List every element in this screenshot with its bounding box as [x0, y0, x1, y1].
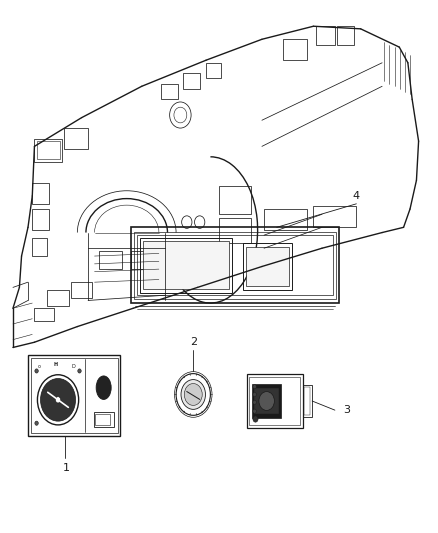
- Bar: [31, 358, 118, 433]
- Bar: [32, 209, 49, 230]
- Bar: [131, 228, 339, 303]
- Bar: [95, 414, 110, 425]
- Text: 3: 3: [343, 405, 350, 415]
- Text: 2: 2: [190, 337, 197, 347]
- Bar: [303, 384, 312, 417]
- Text: D: D: [71, 364, 75, 369]
- Bar: [140, 238, 232, 293]
- Bar: [243, 243, 292, 290]
- Bar: [337, 26, 354, 45]
- Circle shape: [259, 392, 274, 410]
- Bar: [36, 141, 60, 159]
- Bar: [35, 308, 54, 321]
- Bar: [32, 238, 47, 256]
- Bar: [206, 63, 221, 78]
- Circle shape: [56, 397, 60, 403]
- Bar: [99, 251, 123, 269]
- Circle shape: [253, 400, 256, 405]
- Bar: [35, 139, 62, 162]
- Bar: [283, 39, 307, 60]
- Circle shape: [35, 369, 38, 373]
- Bar: [304, 387, 311, 415]
- Bar: [161, 84, 178, 99]
- Bar: [247, 374, 303, 429]
- Bar: [95, 412, 114, 427]
- Circle shape: [253, 384, 256, 389]
- Circle shape: [35, 421, 38, 425]
- Circle shape: [78, 369, 81, 373]
- Bar: [131, 251, 155, 269]
- Circle shape: [253, 409, 256, 413]
- Bar: [47, 290, 69, 306]
- Bar: [314, 206, 357, 228]
- Bar: [264, 209, 307, 230]
- Circle shape: [253, 416, 258, 422]
- Bar: [28, 356, 120, 436]
- Bar: [246, 247, 289, 286]
- Bar: [71, 282, 92, 298]
- Bar: [138, 235, 333, 295]
- Bar: [252, 384, 281, 418]
- Bar: [183, 73, 200, 89]
- Text: H: H: [54, 362, 58, 367]
- Text: 4: 4: [353, 191, 360, 201]
- Circle shape: [184, 384, 202, 406]
- Text: 1: 1: [63, 463, 70, 473]
- Bar: [254, 387, 279, 414]
- Bar: [134, 231, 336, 299]
- Bar: [64, 128, 88, 149]
- Circle shape: [41, 378, 75, 421]
- Circle shape: [181, 379, 205, 409]
- Bar: [219, 185, 251, 214]
- Bar: [315, 26, 335, 45]
- Circle shape: [253, 392, 256, 397]
- Text: o: o: [37, 364, 40, 369]
- Bar: [250, 377, 300, 425]
- Bar: [143, 241, 229, 289]
- Bar: [32, 183, 49, 204]
- Ellipse shape: [96, 376, 111, 399]
- Bar: [219, 218, 251, 243]
